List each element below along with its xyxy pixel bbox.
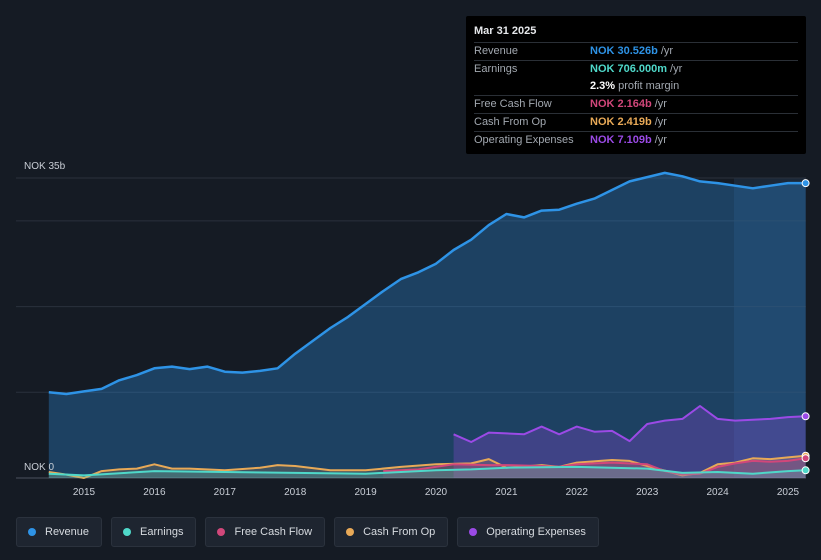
legend-item-cash-from-op[interactable]: Cash From Op <box>334 517 449 547</box>
tooltip-row-label: Operating Expenses <box>474 134 574 146</box>
tooltip-row-value: NOK 2.419b <box>590 116 652 128</box>
free-cash-flow-line <box>383 457 806 476</box>
tooltip-row-unit: profit margin <box>618 80 680 92</box>
grid-lines <box>16 177 806 479</box>
operating-expenses-end-marker <box>801 412 810 421</box>
tooltip-row: Revenue NOK 30.526b/yr <box>474 42 798 60</box>
x-tick-label: 2025 <box>777 487 800 498</box>
x-tick-label: 2024 <box>706 487 729 498</box>
legend-item-operating-expenses[interactable]: Operating Expenses <box>457 517 599 547</box>
y-axis-bottom-label: NOK 0 <box>24 462 54 473</box>
tooltip-date: Mar 31 2025 <box>474 25 537 37</box>
tooltip: Mar 31 2025 Revenue NOK 30.526b/yr Earning… <box>466 16 806 154</box>
tooltip-row-value: NOK 30.526b <box>590 45 658 57</box>
tooltip-row-value: NOK 7.109b <box>590 134 652 146</box>
tooltip-row-label: Revenue <box>474 45 519 57</box>
legend-dot-icon <box>123 528 132 536</box>
earnings-line <box>48 465 806 477</box>
x-tick-label: 2016 <box>143 487 166 498</box>
x-tick-label: 2023 <box>636 487 659 498</box>
earnings-area <box>48 466 806 478</box>
legend-label: Cash From Op <box>363 526 436 538</box>
x-tick-label: 2018 <box>284 487 307 498</box>
tooltip-row: Free Cash Flow NOK 2.164b/yr <box>474 95 798 113</box>
tooltip-row-label: Earnings <box>474 63 518 75</box>
x-tick-label: 2015 <box>73 487 96 498</box>
revenue-end-marker <box>801 179 810 188</box>
legend-label: Earnings <box>140 526 184 538</box>
x-tick-label: 2017 <box>214 487 237 498</box>
y-axis-top-label: NOK 35b <box>24 161 66 172</box>
revenue-line <box>48 171 806 396</box>
x-axis: 2015 2016 2017 2018 2019 2020 2021 2022 2023 2024… <box>73 487 800 498</box>
tooltip-row-value: 2.3% <box>590 80 616 92</box>
tooltip-row-unit: /yr <box>670 63 683 75</box>
tooltip-row-unit: /yr <box>654 98 667 110</box>
legend-dot-icon <box>217 528 226 536</box>
legend-label: Free Cash Flow <box>234 526 313 538</box>
free-cash-flow-end-marker <box>801 454 810 463</box>
legend-item-revenue[interactable]: Revenue <box>16 517 103 547</box>
tooltip-row: 2.3% profit margin <box>474 78 798 95</box>
x-tick-label: 2020 <box>425 487 448 498</box>
legend-label: Revenue <box>45 526 90 538</box>
tooltip-row-unit: /yr <box>654 134 667 146</box>
tooltip-row-label <box>474 78 590 95</box>
tooltip-row-value: NOK 2.164b <box>590 98 652 110</box>
tooltip-row-label: Cash From Op <box>474 116 547 128</box>
legend: Revenue Earnings Free Cash Flow Cash From O… <box>16 517 599 547</box>
tooltip-row: Operating Expenses NOK 7.109b/yr <box>474 131 798 149</box>
tooltip-row-unit: /yr <box>654 116 667 128</box>
legend-dot-icon <box>346 528 355 536</box>
tooltip-row-value: NOK 706.000m <box>590 63 668 75</box>
legend-dot-icon <box>469 528 478 536</box>
tooltip-row: Cash From Op NOK 2.419b/yr <box>474 113 798 131</box>
x-tick-label: 2019 <box>354 487 377 498</box>
x-tick-label: 2021 <box>495 487 518 498</box>
x-tick-label: 2022 <box>566 487 589 498</box>
legend-item-earnings[interactable]: Earnings <box>111 517 197 547</box>
legend-item-free-cash-flow[interactable]: Free Cash Flow <box>205 517 326 547</box>
revenue-area <box>48 172 806 478</box>
legend-dot-icon <box>28 528 36 536</box>
operating-expenses-line <box>453 405 806 443</box>
tooltip-row-unit: /yr <box>660 45 674 57</box>
tooltip-row-label: Free Cash Flow <box>474 98 552 110</box>
tooltip-row: Earnings NOK 706.000m/yr <box>474 60 798 78</box>
legend-label: Operating Expenses <box>486 526 586 538</box>
earnings-end-marker <box>801 466 810 475</box>
forecast-shade <box>734 178 806 478</box>
series-layer <box>48 171 810 479</box>
